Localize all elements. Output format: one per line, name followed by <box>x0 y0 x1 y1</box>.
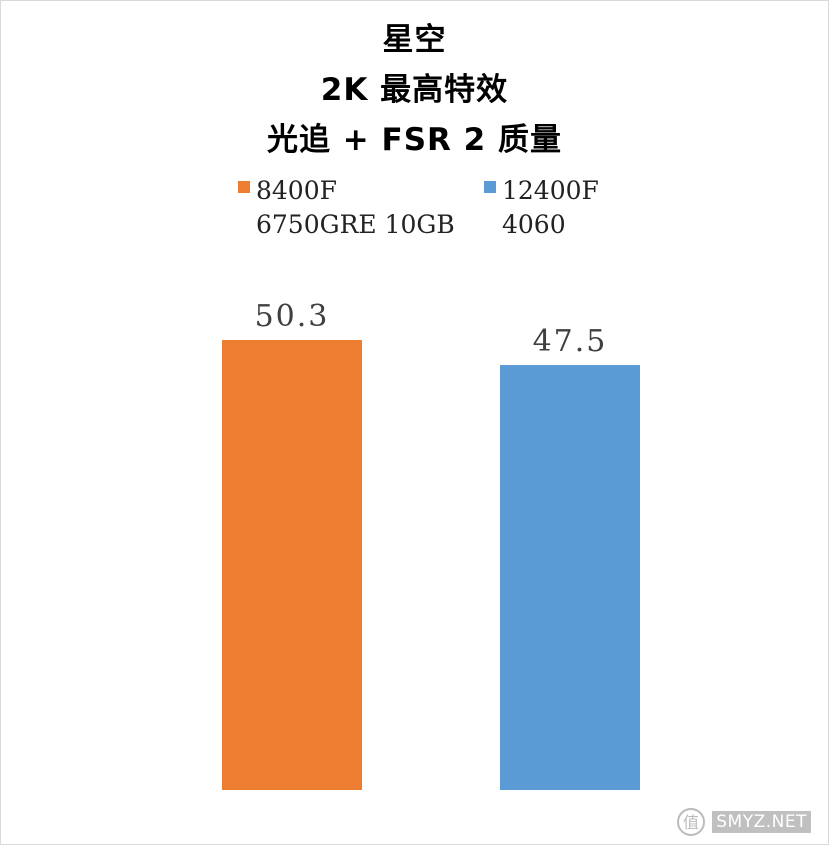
legend-label-line: 6750GRE 10GB <box>256 210 455 239</box>
legend-label-line: 8400F <box>256 176 337 205</box>
legend-item-series-2: 12400F 4060 <box>484 174 599 242</box>
bar-series-1 <box>222 340 362 790</box>
legend-swatch-series-2 <box>484 181 496 193</box>
watermark-text: SMYZ.NET <box>712 811 811 833</box>
legend-item-series-1: 8400F 6750GRE 10GB <box>238 174 455 242</box>
legend-swatch-series-1 <box>238 181 250 193</box>
legend-label-series-1: 8400F 6750GRE 10GB <box>256 174 455 242</box>
smzdm-logo-icon: 值 <box>677 808 706 836</box>
data-label-series-2: 47.5 <box>533 324 608 359</box>
legend-label-series-2: 12400F 4060 <box>502 174 599 242</box>
bar-series-2 <box>500 365 640 790</box>
data-label-series-1: 50.3 <box>255 299 330 334</box>
legend-label-line: 12400F <box>502 176 599 205</box>
chart-title-line-2: 2K 最高特效 <box>320 72 509 108</box>
watermark: 值 SMYZ.NET <box>676 807 811 837</box>
chart-title-line-1: 星空 <box>382 22 447 58</box>
legend-label-line: 4060 <box>502 210 566 239</box>
chart-title-line-3: 光追 + FSR 2 质量 <box>266 122 563 158</box>
svg-text:值: 值 <box>683 813 699 832</box>
